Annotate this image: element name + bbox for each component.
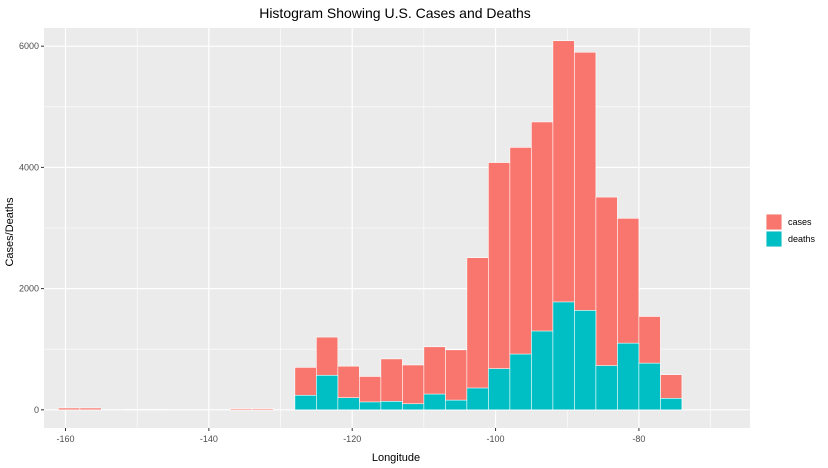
- deaths-bar: [531, 330, 554, 411]
- x-tick-label: -80: [632, 434, 645, 444]
- deaths-bar: [660, 398, 683, 411]
- y-tick-label: 2000: [19, 284, 39, 294]
- cases-bar: [122, 408, 145, 411]
- cases-bar: [466, 257, 489, 411]
- legend-key-cases: [766, 214, 782, 230]
- bars: [58, 40, 683, 411]
- deaths-bar: [380, 401, 403, 411]
- cases-bar: [230, 408, 253, 411]
- y-tick-label: 0: [34, 405, 39, 415]
- cases-bar: [79, 407, 102, 411]
- y-tick-label: 6000: [19, 41, 39, 51]
- y-tick-label: 4000: [19, 162, 39, 172]
- deaths-bar: [638, 362, 661, 411]
- x-tick-label: -140: [200, 434, 218, 444]
- deaths-bar: [316, 374, 339, 411]
- x-tick-label: -160: [56, 434, 74, 444]
- legend-key-deaths: [766, 231, 782, 247]
- deaths-bar: [488, 368, 511, 411]
- deaths-bar: [337, 397, 360, 411]
- x-tick-label: -120: [343, 434, 361, 444]
- cases-bar: [58, 407, 81, 411]
- legend: cases deaths: [766, 214, 816, 247]
- x-tick-label: -100: [487, 434, 505, 444]
- deaths-bar: [445, 399, 468, 411]
- y-axis-title: Cases/Deaths: [4, 197, 16, 267]
- deaths-bar: [552, 301, 575, 411]
- legend-label-deaths: deaths: [788, 234, 816, 244]
- deaths-bar: [595, 365, 618, 411]
- axis-ticks: -160 -140 -120 -100 -80 0 2000 4000 6000: [19, 41, 645, 444]
- x-axis-title: Longitude: [372, 452, 420, 464]
- cases-bar: [402, 364, 425, 411]
- deaths-bar: [466, 387, 489, 411]
- cases-bar: [144, 408, 167, 411]
- deaths-bar: [509, 353, 532, 411]
- deaths-bar: [574, 310, 597, 411]
- deaths-bar: [617, 342, 640, 411]
- deaths-bar: [423, 393, 446, 411]
- deaths-bar: [402, 403, 425, 411]
- chart-title: Histogram Showing U.S. Cases and Deaths: [259, 5, 531, 21]
- legend-label-cases: cases: [788, 217, 812, 227]
- cases-bar: [251, 408, 274, 411]
- deaths-bar: [359, 401, 382, 411]
- deaths-bar: [294, 394, 317, 411]
